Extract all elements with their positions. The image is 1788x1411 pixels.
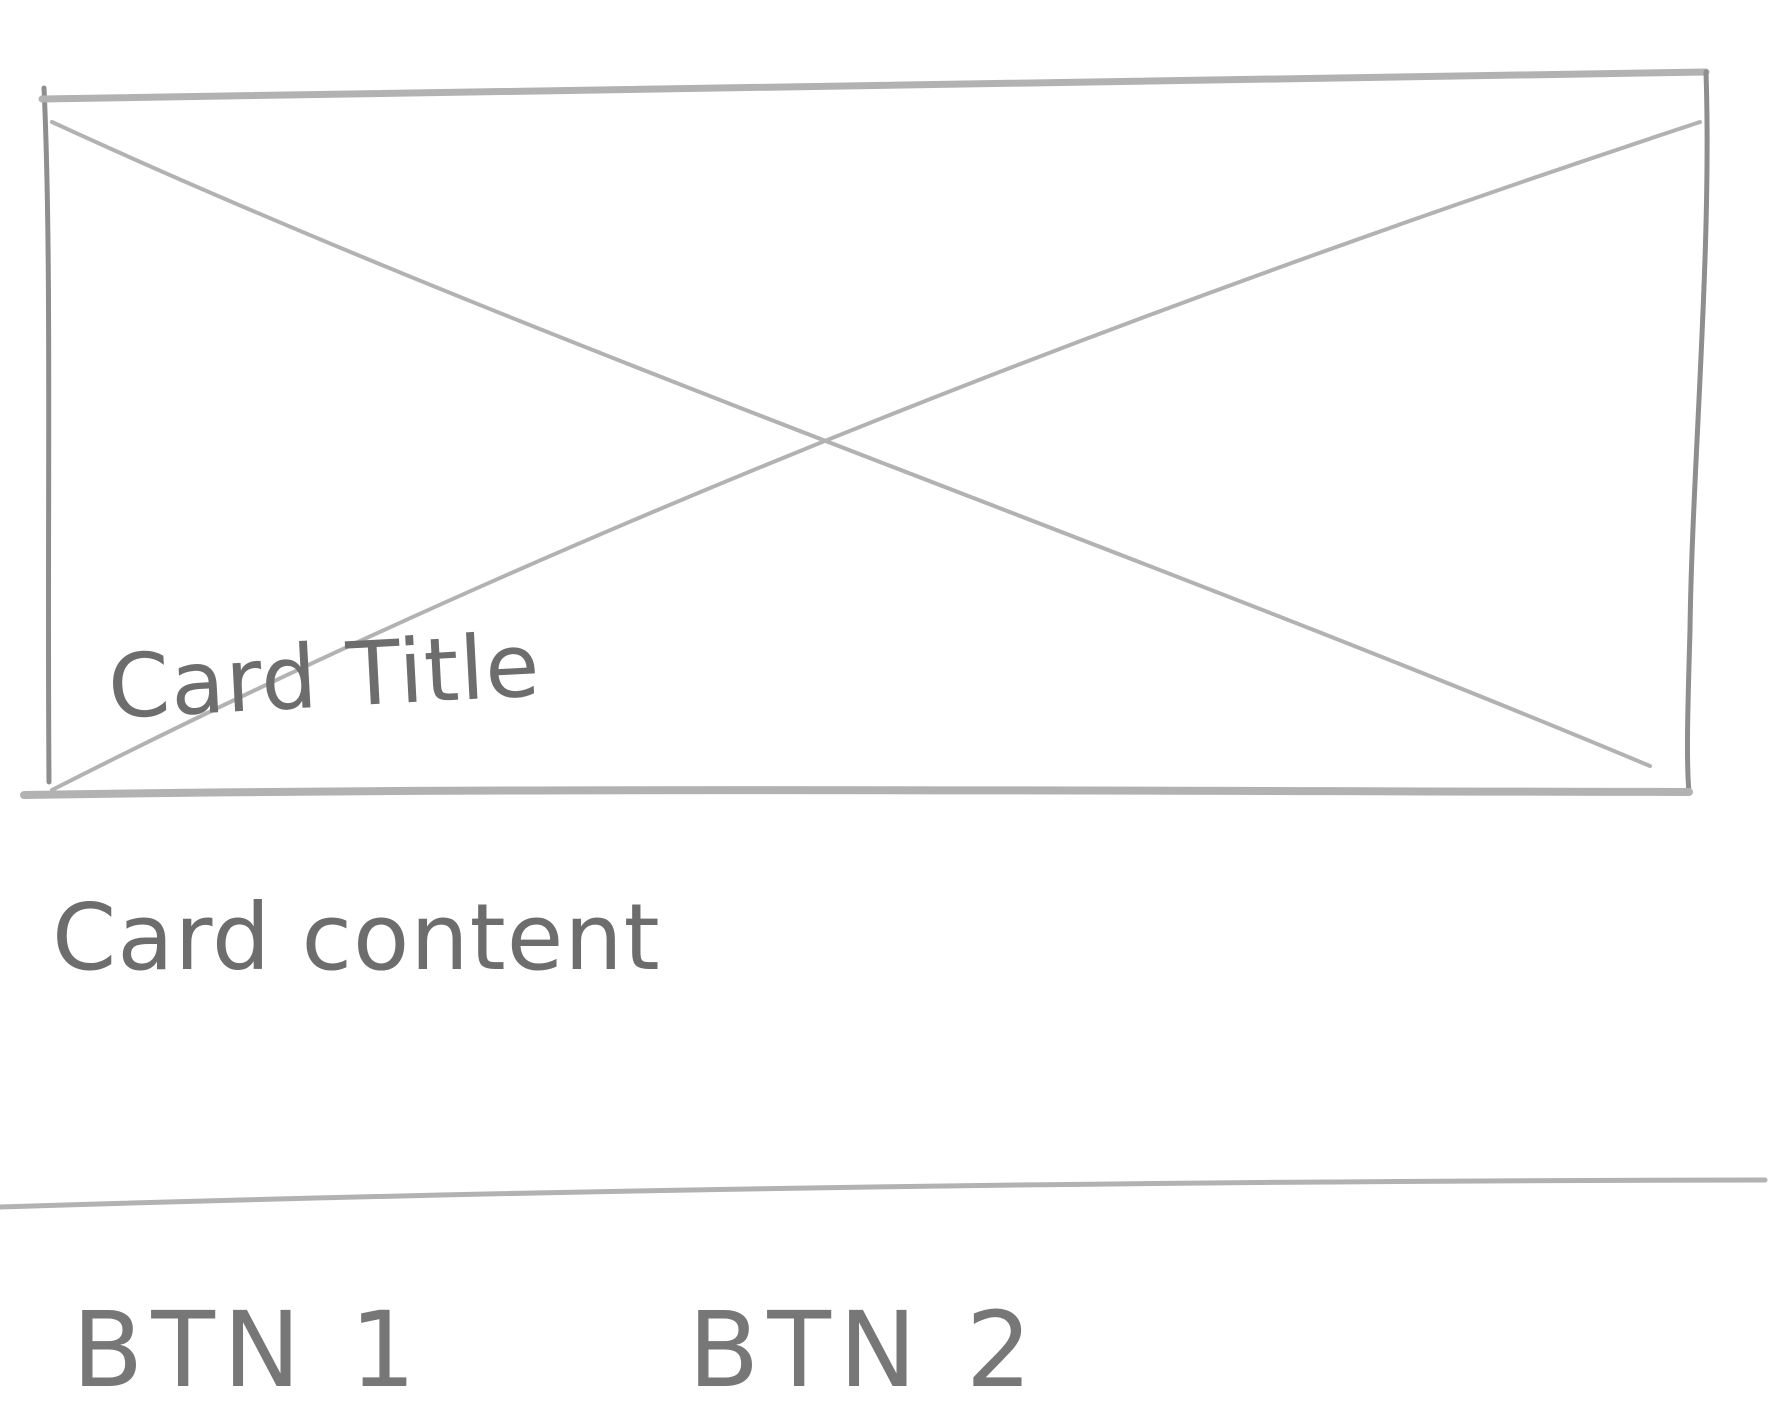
- btn-2-button[interactable]: BTN 2: [688, 1289, 1040, 1411]
- card-title: Card Title: [105, 613, 543, 739]
- card-content: Card content: [52, 884, 661, 991]
- btn-1-button[interactable]: BTN 1: [72, 1289, 424, 1411]
